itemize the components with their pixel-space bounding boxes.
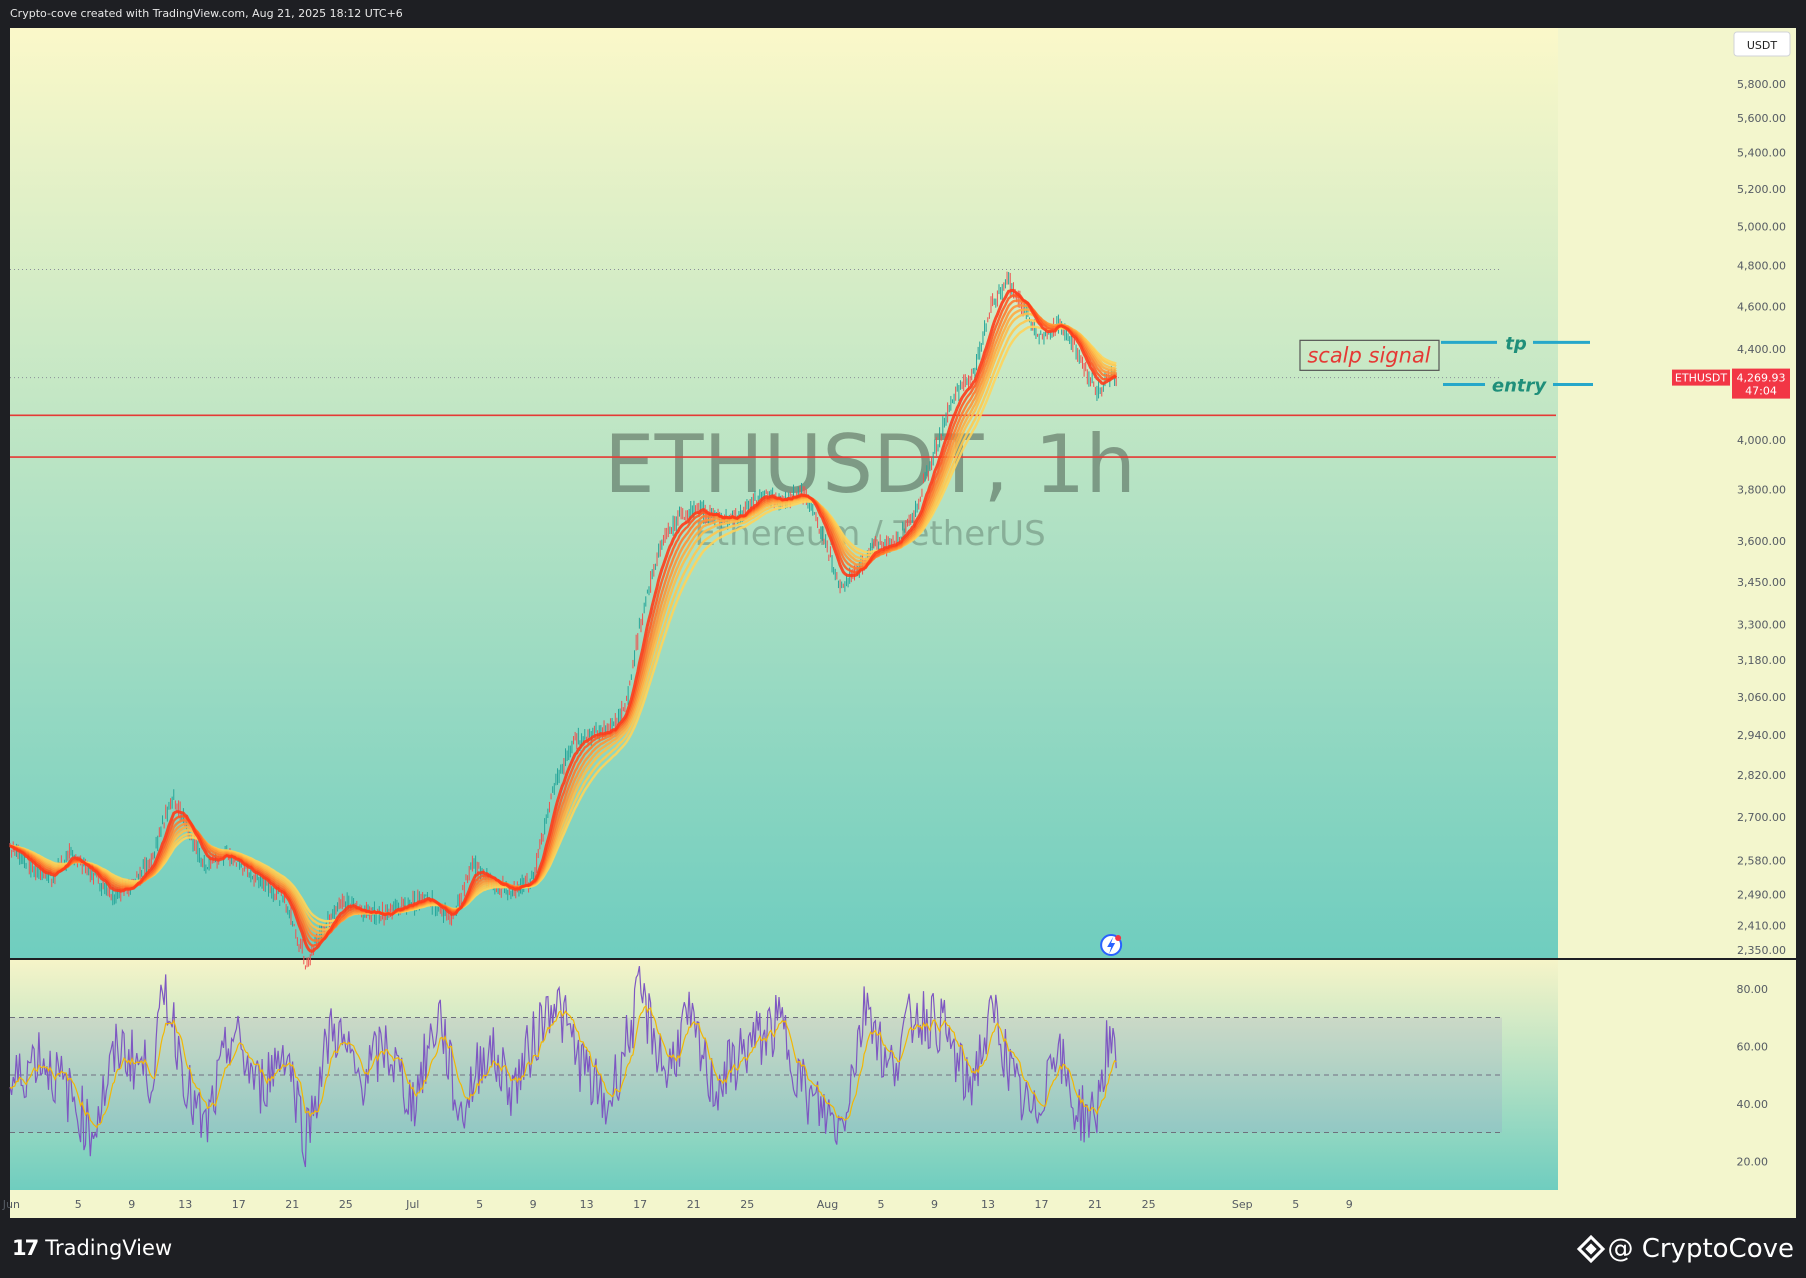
time-axis-tick: 13	[580, 1198, 594, 1211]
price-axis-tick: 3,300.00	[1737, 618, 1786, 631]
scalp-signal-text: scalp signal	[1307, 343, 1430, 367]
rsi-line	[9, 965, 1117, 1168]
symbol-badge-text: ETHUSDT	[1675, 372, 1727, 385]
time-axis-tick: Aug	[817, 1198, 838, 1211]
price-axis-tick: 5,200.00	[1737, 183, 1786, 196]
time-axis-tick: 17	[232, 1198, 246, 1211]
price-axis-tick: 2,490.00	[1737, 888, 1786, 901]
time-axis-tick: 9	[1346, 1198, 1353, 1211]
price-badge	[1732, 368, 1790, 399]
ema-ribbon-line	[9, 319, 1117, 927]
price-axis-tick: 4,800.00	[1737, 259, 1786, 272]
tradingview-logo[interactable]: 17 TradingView	[12, 1236, 172, 1260]
price-axis-tick: 5,800.00	[1737, 78, 1786, 91]
price-axis-tick: 2,580.00	[1737, 854, 1786, 867]
price-axis-tick: 2,820.00	[1737, 769, 1786, 782]
time-axis-tick: 9	[530, 1198, 537, 1211]
author-brand: @ CryptoCove	[1577, 1234, 1794, 1264]
bottom-bar	[0, 1218, 1806, 1278]
tradingview-brand-text: TradingView	[45, 1236, 173, 1260]
price-axis-tick: 2,940.00	[1737, 729, 1786, 742]
price-axis-tick: 2,350.00	[1737, 944, 1786, 957]
ema-ribbon-line	[9, 288, 1118, 953]
price-axis-tick: 3,060.00	[1737, 691, 1786, 704]
time-axis-tick: 5	[1292, 1198, 1299, 1211]
time-axis-tick: 9	[128, 1198, 135, 1211]
event-lightning-glyph	[1107, 937, 1116, 954]
time-axis-tick: 21	[687, 1198, 701, 1211]
currency-badge-text: USDT	[1747, 39, 1778, 52]
time-axis-tick: 5	[75, 1198, 82, 1211]
price-axis-tick: 5,600.00	[1737, 112, 1786, 125]
price-axis-tick: 3,800.00	[1737, 483, 1786, 496]
time-axis-tick: 21	[1088, 1198, 1102, 1211]
time-axis-tick: 25	[740, 1198, 754, 1211]
event-dot	[1115, 935, 1122, 941]
time-axis-tick: 25	[339, 1198, 353, 1211]
rsi-axis-tick: 60.00	[1737, 1040, 1769, 1053]
price-pane-background	[10, 28, 1558, 958]
rsi-axis-tick: 80.00	[1737, 983, 1769, 996]
price-axis-tick: 3,600.00	[1737, 535, 1786, 548]
time-axis-tick: Jul	[405, 1198, 419, 1211]
price-badge-value: 4,269.93	[1737, 372, 1786, 385]
price-axis-tick: 4,600.00	[1737, 300, 1786, 313]
price-axis-tick: 3,180.00	[1737, 654, 1786, 667]
time-axis-tick: 13	[178, 1198, 192, 1211]
entry-label: entry	[1492, 375, 1548, 396]
ema-ribbon-line	[9, 325, 1117, 923]
rsi-axis-tick: 40.00	[1737, 1098, 1769, 1111]
author-handle: @ CryptoCove	[1607, 1234, 1794, 1264]
top-bar: Crypto-cove created with TradingView.com…	[0, 0, 1806, 28]
price-axis-tick: 5,000.00	[1737, 220, 1786, 233]
price-axis-tick: 4,400.00	[1737, 343, 1786, 356]
price-axis-tick: 5,400.00	[1737, 147, 1786, 160]
rsi-axis-tick: 20.00	[1737, 1155, 1769, 1168]
time-axis-tick: 17	[1035, 1198, 1049, 1211]
tradingview-mark-icon: 17	[12, 1236, 39, 1260]
time-axis-tick: 9	[931, 1198, 938, 1211]
price-axis-tick: 4,000.00	[1737, 434, 1786, 447]
time-axis-tick: 5	[878, 1198, 885, 1211]
rsi-signal-line	[9, 1005, 1117, 1129]
time-axis-tick: 5	[476, 1198, 483, 1211]
price-axis-tick: 3,450.00	[1737, 576, 1786, 589]
chart-caption: Crypto-cove created with TradingView.com…	[10, 7, 403, 20]
time-axis-tick: 25	[1142, 1198, 1156, 1211]
currency-badge	[1733, 31, 1791, 57]
price-axis-tick: 2,410.00	[1737, 920, 1786, 933]
watermark-symbol: ETHUSDT, 1h	[604, 418, 1136, 511]
price-badge-countdown: 47:04	[1745, 385, 1777, 398]
time-axis-tick: 13	[981, 1198, 995, 1211]
tp-label: tp	[1505, 333, 1527, 354]
time-axis-tick: 21	[285, 1198, 299, 1211]
binance-diamond-icon	[1577, 1234, 1606, 1264]
time-axis-tick: 17	[633, 1198, 647, 1211]
time-axis-tick: Sep	[1232, 1198, 1253, 1211]
price-axis-tick: 2,700.00	[1737, 811, 1786, 824]
scalp-signal-box	[1299, 339, 1440, 371]
symbol-badge	[1672, 369, 1730, 386]
time-axis-tick: Jun	[2, 1198, 20, 1211]
